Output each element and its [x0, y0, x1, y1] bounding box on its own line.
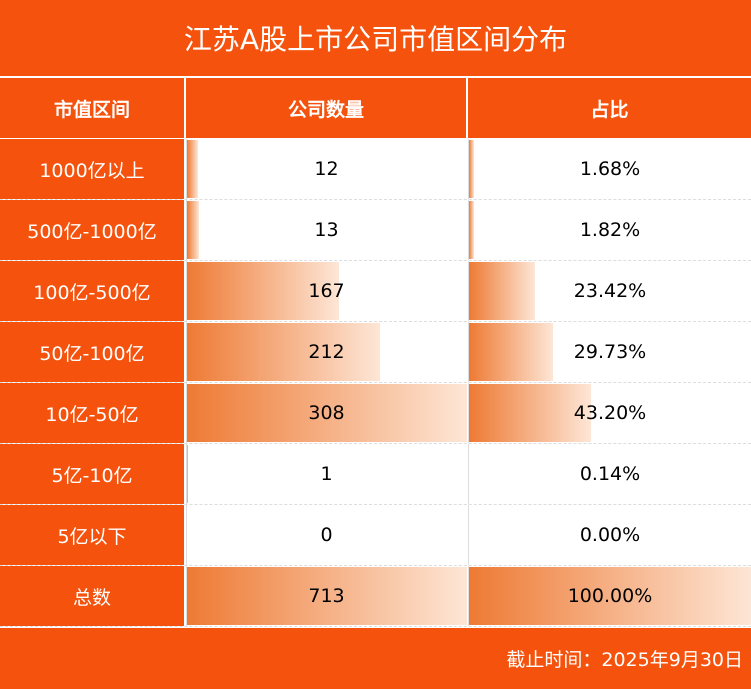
table-row: 100亿-500亿 167 23.42% [0, 261, 751, 322]
count-text: 713 [308, 585, 345, 607]
count-bar [187, 445, 188, 503]
table-row: 1000亿以上 12 1.68% [0, 139, 751, 200]
share-cell: 0.00% [468, 505, 751, 565]
count-text: 212 [308, 341, 345, 363]
share-cell: 100.00% [468, 566, 751, 626]
share-cell: 23.42% [468, 261, 751, 321]
share-text: 43.20% [573, 402, 647, 424]
share-cell: 29.73% [468, 322, 751, 382]
count-bar [187, 567, 467, 625]
table-row: 5亿以下 0 0.00% [0, 505, 751, 566]
share-bar [469, 262, 536, 320]
count-bar [187, 323, 380, 381]
count-text: 12 [314, 158, 339, 180]
range-cell: 50亿-100亿 [0, 322, 184, 382]
share-cell: 43.20% [468, 383, 751, 443]
count-text: 167 [308, 280, 345, 302]
count-cell: 167 [186, 261, 466, 321]
header-row: 市值区间 公司数量 占比 [0, 78, 751, 138]
count-bar [187, 201, 199, 259]
range-cell: 500亿-1000亿 [0, 200, 184, 260]
count-text: 0 [320, 524, 333, 546]
count-cell: 13 [186, 200, 466, 260]
table-row: 5亿-10亿 1 0.14% [0, 444, 751, 505]
range-cell: 总数 [0, 566, 184, 626]
share-text: 1.68% [579, 158, 641, 180]
share-bar [469, 201, 475, 259]
share-cell: 1.82% [468, 200, 751, 260]
share-text: 29.73% [573, 341, 647, 363]
count-text: 13 [314, 219, 339, 241]
share-bar [469, 140, 474, 198]
share-text: 1.82% [579, 219, 641, 241]
count-cell: 713 [186, 566, 467, 626]
header-cell: 市值区间 [0, 78, 184, 138]
title: 江苏A股上市公司市值区间分布 [0, 0, 751, 76]
range-cell: 5亿-10亿 [0, 444, 184, 504]
table-row: 10亿-50亿 308 43.20% [0, 383, 751, 444]
footer: 截止时间：2025年9月30日 [0, 628, 751, 689]
table-row: 总数 713 100.00% [0, 566, 751, 627]
count-cell: 12 [186, 139, 466, 199]
count-bar [187, 262, 339, 320]
count-text: 308 [308, 402, 345, 424]
share-bar [469, 323, 554, 381]
share-text: 0.14% [579, 463, 641, 485]
range-cell: 5亿以下 [0, 505, 184, 565]
table-row: 500亿-1000亿 13 1.82% [0, 200, 751, 261]
share-text: 100.00% [567, 585, 653, 607]
share-cell: 0.14% [468, 444, 751, 504]
header-cell: 占比 [468, 78, 751, 138]
count-text: 1 [320, 463, 333, 485]
range-cell: 1000亿以上 [0, 139, 184, 199]
share-bar [469, 384, 592, 442]
count-cell: 308 [186, 383, 467, 443]
share-text: 0.00% [579, 524, 641, 546]
table-row: 50亿-100亿 212 29.73% [0, 322, 751, 383]
range-cell: 100亿-500亿 [0, 261, 184, 321]
count-bar [187, 140, 198, 198]
header-cell: 公司数量 [186, 78, 466, 138]
count-cell: 1 [186, 444, 466, 504]
count-cell: 0 [186, 505, 466, 565]
range-cell: 10亿-50亿 [0, 383, 184, 443]
share-bar [469, 567, 751, 625]
count-cell: 212 [186, 322, 466, 382]
share-cell: 1.68% [468, 139, 751, 199]
share-text: 23.42% [573, 280, 647, 302]
count-bar [187, 384, 467, 442]
